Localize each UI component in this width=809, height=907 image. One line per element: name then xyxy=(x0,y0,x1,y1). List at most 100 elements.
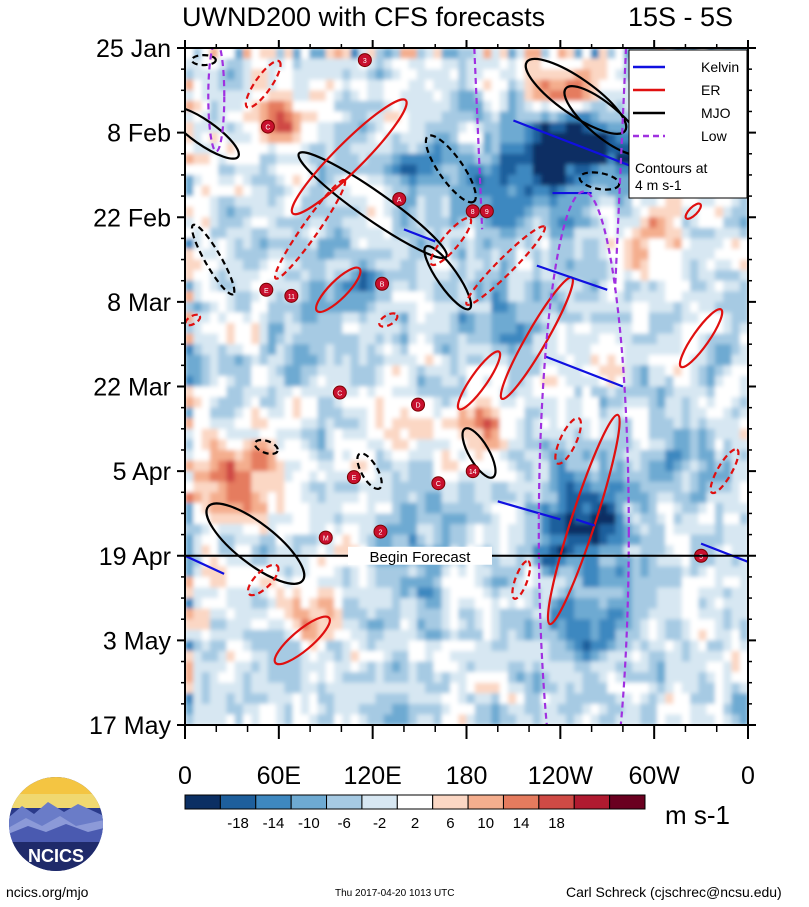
field-cell xyxy=(673,661,683,673)
field-cell xyxy=(474,100,484,113)
field-cell xyxy=(623,672,633,684)
field-cell xyxy=(391,619,401,631)
field-cell xyxy=(491,481,501,493)
field-cell xyxy=(408,418,418,430)
field-cell xyxy=(541,153,550,165)
field-cell xyxy=(640,619,650,631)
field-cell xyxy=(507,439,517,451)
field-cell xyxy=(391,323,401,335)
field-cell xyxy=(590,397,600,409)
field-cell xyxy=(425,640,434,652)
field-cell xyxy=(665,428,675,440)
field-cell xyxy=(234,100,244,113)
field-cell xyxy=(242,280,252,292)
field-cell xyxy=(193,143,203,155)
field-cell xyxy=(615,69,625,81)
field-cell xyxy=(193,174,203,187)
field-cell xyxy=(507,650,517,663)
field-cell xyxy=(218,164,227,176)
field-cell xyxy=(342,703,352,716)
field-cell xyxy=(474,323,484,335)
field-cell xyxy=(284,217,294,229)
field-cell xyxy=(549,492,559,504)
field-cell xyxy=(491,48,501,60)
field-cell xyxy=(185,153,194,165)
field-cell xyxy=(185,185,194,197)
field-cell xyxy=(416,354,426,366)
field-cell xyxy=(350,492,360,504)
field-cell xyxy=(648,217,658,229)
field-cell xyxy=(615,661,625,673)
field-cell xyxy=(483,449,492,462)
field-cell xyxy=(300,418,310,430)
field-cell xyxy=(425,693,434,705)
field-cell xyxy=(226,545,236,557)
field-cell xyxy=(458,576,468,589)
field-cell xyxy=(640,449,650,462)
field-cell xyxy=(723,291,733,303)
field-cell xyxy=(565,555,575,567)
field-cell xyxy=(458,471,468,483)
field-cell xyxy=(499,217,509,229)
field-cell xyxy=(300,58,310,70)
field-cell xyxy=(623,227,633,240)
field-cell xyxy=(673,471,683,483)
field-cell xyxy=(400,407,410,419)
field-cell xyxy=(334,217,343,229)
colorbar-swatch xyxy=(326,794,363,810)
field-cell xyxy=(632,386,641,398)
field-cell xyxy=(267,48,277,60)
field-cell xyxy=(499,524,509,536)
field-cell xyxy=(648,566,658,578)
field-cell xyxy=(400,153,410,165)
field-cell xyxy=(358,418,368,430)
field-cell xyxy=(507,301,517,314)
field-cell xyxy=(185,640,194,652)
site-link[interactable]: ncics.org/mjo xyxy=(6,884,89,900)
field-cell xyxy=(731,587,741,599)
field-cell xyxy=(690,682,699,694)
field-cell xyxy=(706,196,716,208)
field-cell xyxy=(549,460,559,472)
y-tick-label: 22 Mar xyxy=(93,374,171,402)
field-cell xyxy=(491,640,501,652)
field-cell xyxy=(598,100,608,113)
field-cell xyxy=(524,291,534,303)
field-cell xyxy=(607,524,617,536)
field-cell xyxy=(557,280,567,292)
field-cell xyxy=(731,608,741,620)
field-cell xyxy=(276,164,285,176)
field-cell xyxy=(251,534,261,546)
field-cell xyxy=(706,206,716,218)
field-cell xyxy=(408,164,418,176)
field-cell xyxy=(251,375,261,388)
field-cell xyxy=(292,587,302,599)
field-cell xyxy=(449,661,459,673)
field-cell xyxy=(209,650,219,663)
field-cell xyxy=(334,566,343,578)
field-cell xyxy=(449,502,459,515)
field-cell xyxy=(615,217,625,229)
field-cell xyxy=(698,270,708,282)
field-cell xyxy=(317,714,327,725)
field-cell xyxy=(739,407,748,419)
field-cell xyxy=(557,439,567,451)
field-cell xyxy=(309,397,319,409)
field-cell xyxy=(218,619,227,631)
field-cell xyxy=(201,534,211,546)
field-cell xyxy=(416,344,426,356)
field-cell xyxy=(408,111,418,123)
field-cell xyxy=(242,534,252,546)
field-cell xyxy=(665,206,675,218)
field-cell xyxy=(218,714,227,725)
field-cell xyxy=(714,386,724,398)
field-cell xyxy=(574,323,584,335)
field-cell xyxy=(549,206,559,218)
field-cell xyxy=(714,418,724,430)
field-cell xyxy=(350,386,360,398)
field-cell xyxy=(276,439,285,451)
field-cell xyxy=(714,439,724,451)
field-cell xyxy=(557,79,567,91)
colorbar-swatch xyxy=(609,794,646,810)
field-cell xyxy=(400,174,410,187)
